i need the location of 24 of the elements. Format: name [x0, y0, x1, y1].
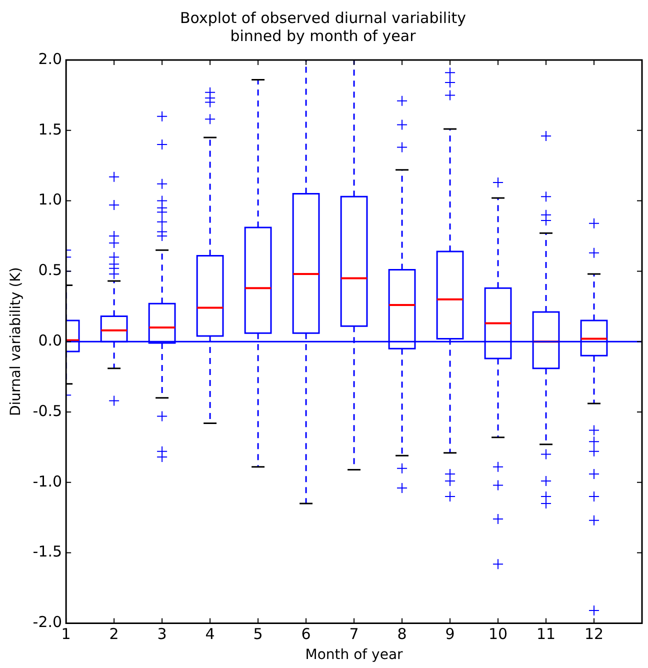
- x-tick-label: 8: [397, 625, 407, 644]
- y-tick-label: 1.0: [38, 190, 62, 209]
- x-tick-label: 3: [157, 625, 167, 644]
- x-tick-label: 5: [253, 625, 263, 644]
- x-tick-label: 6: [301, 625, 311, 644]
- x-tick-label: 11: [536, 625, 556, 644]
- x-tick-label: 1: [61, 625, 71, 644]
- x-tick-label: 7: [349, 625, 359, 644]
- x-tick-label: 10: [488, 625, 508, 644]
- y-tick-label: -2.0: [32, 613, 62, 632]
- x-tick-label: 9: [445, 625, 455, 644]
- y-tick-label: -1.0: [32, 472, 62, 490]
- y-tick-label: -0.5: [32, 402, 62, 420]
- x-tick-label: 12: [584, 625, 604, 644]
- chart-title: Boxplot of observed diurnal variability binned by month of year: [180, 8, 466, 45]
- x-tick-label: 4: [205, 625, 215, 644]
- y-tick-label: -1.5: [32, 542, 62, 561]
- y-tick-label: 2.0: [38, 50, 62, 68]
- y-axis-title: Diurnal variability (K): [8, 267, 24, 416]
- y-tick-label: 0.0: [38, 331, 62, 350]
- x-tick-label: 2: [109, 625, 119, 644]
- y-tick-label: 1.5: [38, 120, 62, 138]
- x-axis-title: Month of year: [305, 647, 404, 664]
- y-tick-label: 0.5: [38, 261, 62, 280]
